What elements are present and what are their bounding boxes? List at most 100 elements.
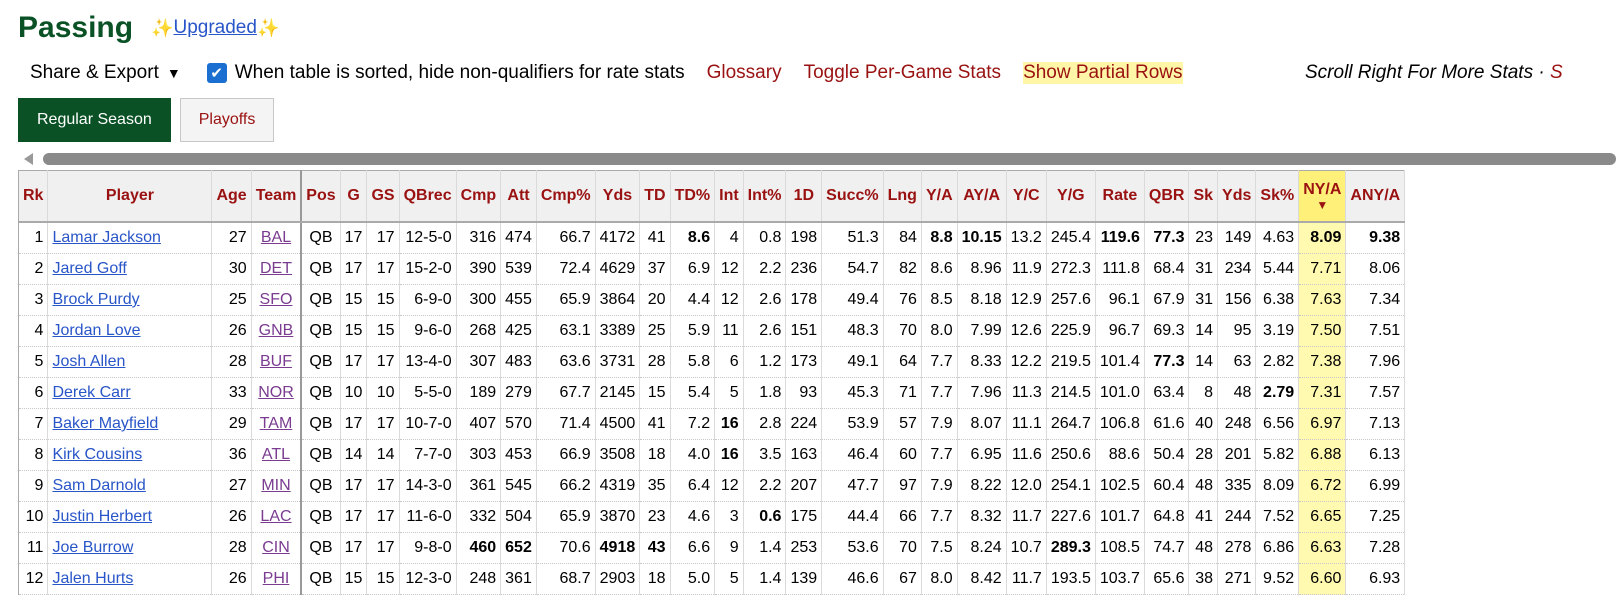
- column-header[interactable]: GS: [366, 170, 400, 223]
- column-header[interactable]: 1D: [785, 170, 823, 223]
- team-link[interactable]: LAC: [260, 508, 292, 525]
- table-cell: 15: [366, 563, 400, 595]
- column-header[interactable]: Yds: [1217, 170, 1257, 223]
- table-cell: 5.9: [670, 315, 716, 347]
- table-cell: 8.5: [921, 284, 958, 316]
- column-header[interactable]: Rk: [18, 170, 49, 223]
- column-header[interactable]: Y/A: [921, 170, 958, 223]
- scroll-left-arrow-icon[interactable]: [24, 153, 33, 165]
- horizontal-scrollbar[interactable]: [18, 151, 1616, 167]
- column-header[interactable]: Pos: [301, 170, 341, 223]
- table-cell: 289.3: [1046, 532, 1096, 564]
- table-cell: 15-2-0: [399, 253, 457, 285]
- table-cell: QB: [301, 501, 341, 533]
- column-header[interactable]: Lng: [883, 170, 922, 223]
- column-header-label: Player: [105, 187, 154, 204]
- column-header[interactable]: QBR: [1144, 170, 1190, 223]
- table-cell: 26: [211, 563, 252, 595]
- hide-nonqualifiers-checkbox[interactable]: ✔: [206, 63, 227, 83]
- player-link[interactable]: Justin Herbert: [52, 508, 153, 525]
- team-link[interactable]: DET: [259, 260, 292, 277]
- player-link[interactable]: Jordan Love: [52, 322, 141, 339]
- player-link[interactable]: Kirk Cousins: [52, 446, 143, 463]
- column-header[interactable]: QBrec: [399, 170, 457, 223]
- column-header[interactable]: ANY/A: [1345, 170, 1406, 223]
- upgraded-link[interactable]: Upgraded: [173, 17, 257, 38]
- scroll-note-link[interactable]: S: [1549, 62, 1563, 83]
- table-cell: 6.6: [670, 532, 716, 564]
- table-cell: 474: [500, 222, 537, 254]
- team-link[interactable]: MIN: [261, 477, 291, 494]
- table-cell: 12.0: [1006, 470, 1047, 502]
- table-cell: 7: [18, 408, 49, 440]
- table-cell: 96.7: [1095, 315, 1145, 347]
- column-header-label: Succ%: [826, 187, 879, 204]
- team-link[interactable]: TAM: [259, 415, 293, 432]
- column-header[interactable]: Sk%: [1255, 170, 1300, 223]
- column-header[interactable]: Int%: [743, 170, 787, 223]
- table-cell: 12-3-0: [399, 563, 457, 595]
- table-cell: 64.8: [1144, 501, 1190, 533]
- column-header[interactable]: Y/G: [1046, 170, 1096, 223]
- column-header-label: Y/G: [1057, 187, 1085, 204]
- table-cell: ATL: [251, 439, 303, 471]
- player-link[interactable]: Joe Burrow: [52, 539, 134, 556]
- column-header[interactable]: TD%: [670, 170, 716, 223]
- column-header[interactable]: Succ%: [821, 170, 884, 223]
- glossary-link[interactable]: Glossary: [706, 62, 782, 83]
- column-header[interactable]: Y/C: [1006, 170, 1047, 223]
- table-cell: 9-6-0: [399, 315, 457, 347]
- column-header[interactable]: Cmp%: [536, 170, 596, 223]
- table-row: 8 Kirk Cousins 36 ATL QB 14 14 7-7-0 303 453 66.9 3…: [18, 439, 1406, 471]
- column-header[interactable]: TD: [639, 170, 671, 223]
- table-cell: 17: [340, 532, 368, 564]
- table-row: 2 Jared Goff 30 DET QB 17 17 15-2-0 390 539 72.4 46…: [18, 253, 1406, 285]
- table-cell: 7.96: [957, 377, 1007, 409]
- player-link[interactable]: Lamar Jackson: [52, 229, 161, 246]
- team-link[interactable]: NOR: [258, 384, 294, 401]
- column-header[interactable]: Yds: [595, 170, 641, 223]
- passing-table-container: Rk Player Age Team Pos G GS QBrec Cmp Att Cmp% Yds T…: [18, 170, 1616, 608]
- column-header[interactable]: Sk: [1188, 170, 1219, 223]
- team-link[interactable]: CIN: [262, 539, 290, 556]
- team-link[interactable]: PHI: [262, 570, 290, 587]
- team-link[interactable]: SFO: [259, 291, 293, 308]
- player-link[interactable]: Derek Carr: [52, 384, 131, 401]
- share-export-menu[interactable]: Share & Export ▼: [30, 62, 181, 84]
- table-cell: 15: [340, 315, 368, 347]
- player-link[interactable]: Josh Allen: [52, 353, 126, 370]
- hide-nonqualifiers-option[interactable]: ✔ When table is sorted, hide non-qualifi…: [206, 62, 685, 84]
- table-cell: 4.63: [1255, 222, 1300, 254]
- table-cell: 2145: [595, 377, 641, 409]
- team-link[interactable]: BAL: [260, 229, 292, 246]
- table-cell: 27: [211, 470, 252, 502]
- column-header[interactable]: Rate: [1095, 170, 1145, 223]
- column-header[interactable]: Cmp: [456, 170, 502, 223]
- table-cell: 53.9: [821, 408, 884, 440]
- column-header[interactable]: Team: [251, 170, 303, 223]
- table-cell: 316: [456, 222, 502, 254]
- tab-playoffs[interactable]: Playoffs: [179, 98, 275, 142]
- tab-regular-season[interactable]: Regular Season: [18, 98, 171, 142]
- table-cell: 71.4: [536, 408, 596, 440]
- table-cell: 31: [1188, 253, 1219, 285]
- player-link[interactable]: Jalen Hurts: [52, 570, 134, 587]
- toggle-per-game-link[interactable]: Toggle Per-Game Stats: [803, 62, 1002, 83]
- column-header[interactable]: AY/A: [957, 170, 1007, 223]
- team-link[interactable]: ATL: [261, 446, 291, 463]
- column-header[interactable]: Int: [714, 170, 744, 223]
- team-link[interactable]: GNB: [258, 322, 294, 339]
- column-header[interactable]: Player: [47, 170, 213, 223]
- team-link[interactable]: BUF: [259, 353, 292, 370]
- player-link[interactable]: Brock Purdy: [52, 291, 140, 308]
- column-header[interactable]: Att: [500, 170, 537, 223]
- show-partial-rows-link[interactable]: Show Partial Rows: [1023, 62, 1183, 84]
- column-header[interactable]: Age: [211, 170, 252, 223]
- scrollbar-thumb[interactable]: [43, 153, 1616, 165]
- player-link[interactable]: Sam Darnold: [52, 477, 146, 494]
- column-header[interactable]: G: [340, 170, 368, 223]
- table-cell: 76: [883, 284, 922, 316]
- column-header[interactable]: NY/A ▼: [1298, 170, 1347, 223]
- player-link[interactable]: Baker Mayfield: [52, 415, 159, 432]
- player-link[interactable]: Jared Goff: [52, 260, 127, 277]
